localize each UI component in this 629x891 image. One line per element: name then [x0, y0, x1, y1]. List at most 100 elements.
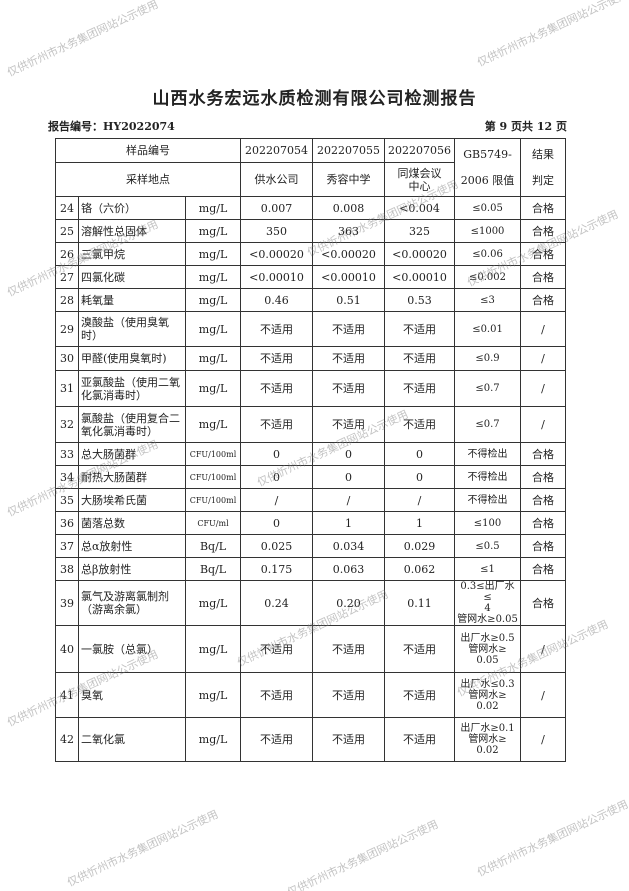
table-row: 29 溴酸盐（使用臭氧时） mg/L 不适用 不适用 不适用 ≤0.01/: [55, 311, 567, 347]
table-cell: 不适用: [240, 346, 314, 371]
watermark: 仅供忻州市水务集团网站公示使用: [475, 0, 629, 70]
table-cell: 总α放射性: [78, 534, 186, 558]
table-cell: 总β放射性: [78, 557, 186, 581]
table-cell: 0: [312, 442, 386, 466]
table-cell: 合格: [520, 219, 567, 243]
table-cell: 28: [55, 288, 79, 312]
table-cell: /: [520, 717, 567, 762]
table-row: 36 菌落总数 CFU/ml 0 1 1 ≤100 合格: [55, 511, 567, 535]
table-cell: 325: [384, 219, 456, 243]
table-row: 42 二氧化氯 mg/L 不适用 不适用 不适用 出厂水≥0.1 管网水≥ 0.02/: [55, 717, 567, 762]
result-table: 样品编号 202207054 202207055 202207056 GB574…: [54, 138, 567, 762]
table-cell: <0.00020: [312, 242, 386, 266]
table-cell: 31: [55, 370, 79, 407]
table-cell: 0.11: [384, 580, 456, 626]
table-cell: 不适用: [312, 370, 386, 407]
header-cell: 202207056: [384, 138, 456, 163]
table-cell: 0.53: [384, 288, 456, 312]
table-cell: 0: [240, 442, 314, 466]
table-cell: 不适用: [240, 370, 314, 407]
watermark: 仅供忻州市水务集团网站公示使用: [475, 797, 629, 880]
table-row: 30 甲醛(使用臭氧时) mg/L 不适用 不适用 不适用 ≤0.9/: [55, 346, 567, 371]
table-cell: 不适用: [312, 672, 386, 718]
table-cell: /: [240, 488, 314, 512]
table-cell: 合格: [520, 557, 567, 581]
table-cell: 30: [55, 346, 79, 371]
table-cell: Bq/L: [184, 557, 242, 581]
table-cell: 臭氧: [78, 672, 186, 718]
table-cell: 0.51: [312, 288, 386, 312]
table-cell: 27: [55, 265, 79, 289]
watermark: 仅供忻州市水务集团网站公示使用: [5, 0, 161, 80]
table-cell: 24: [55, 196, 79, 220]
table-cell: 不适用: [312, 346, 386, 371]
table-cell: 0.063: [312, 557, 386, 581]
table-cell: 不适用: [240, 406, 314, 443]
report-no: 报告编号：HY2022074: [48, 120, 175, 133]
table-cell: 0.034: [312, 534, 386, 558]
table-cell: mg/L: [184, 242, 242, 266]
table-cell: mg/L: [184, 580, 242, 626]
table-row: 37 总α放射性 Bq/L 0.025 0.034 0.029 ≤0.5 合格: [55, 534, 567, 558]
table-cell: ≤0.05: [454, 196, 522, 220]
table-cell: 四氯化碳: [78, 265, 186, 289]
table-cell: 耐热大肠菌群: [78, 465, 186, 489]
table-cell: 合格: [520, 488, 567, 512]
table-cell: 不适用: [312, 625, 386, 673]
table-cell: 0.24: [240, 580, 314, 626]
table-row: 25 溶解性总固体 mg/L 350 363 325 ≤1000 合格: [55, 219, 567, 243]
table-cell: 合格: [520, 196, 567, 220]
table-cell: /: [384, 488, 456, 512]
table-cell: 合格: [520, 242, 567, 266]
table-cell: <0.00010: [312, 265, 386, 289]
table-cell: mg/L: [184, 265, 242, 289]
table-row: 39 氯气及游离氯制剂（游离余氯） mg/L 0.24 0.20 0.11 0.3≤出厂水≤…: [55, 580, 567, 626]
table-cell: 25: [55, 219, 79, 243]
table-row: 34 耐热大肠菌群 CFU/100ml 0 0 0 不得检出 合格: [55, 465, 567, 489]
header-cell: 供水公司: [240, 162, 314, 197]
table-cell: 溶解性总固体: [78, 219, 186, 243]
table-cell: /: [520, 672, 567, 718]
table-cell: 不适用: [240, 311, 314, 347]
table-cell: 不适用: [312, 717, 386, 762]
table-cell: 不得检出: [454, 488, 522, 512]
table-cell: 350: [240, 219, 314, 243]
table-row: 28 耗氧量 mg/L 0.46 0.51 0.53 ≤3 合格: [55, 288, 567, 312]
table-cell: 不适用: [384, 625, 456, 673]
table-cell: ≤0.7: [454, 406, 522, 443]
table-cell: ≤0.7: [454, 370, 522, 407]
table-cell: 40: [55, 625, 79, 673]
table-cell: Bq/L: [184, 534, 242, 558]
table-cell: /: [520, 346, 567, 371]
page-no: 第 9 页共 12 页: [484, 120, 567, 133]
title: 山西水务宏远水质检测有限公司检测报告: [152, 89, 477, 109]
table-cell: 合格: [520, 465, 567, 489]
table-cell: <0.00010: [240, 265, 314, 289]
table-cell: mg/L: [184, 370, 242, 407]
table-cell: 合格: [520, 511, 567, 535]
table-row: 35 大肠埃希氏菌 CFU/100ml / / / 不得检出 合格: [55, 488, 567, 512]
table-cell: <0.00020: [240, 242, 314, 266]
table-cell: 1: [312, 511, 386, 535]
table-cell: ≤1000: [454, 219, 522, 243]
table-cell: 0: [384, 465, 456, 489]
table-row: 24 铬（六价） mg/L 0.007 0.008 <0.004 ≤0.05 合格: [55, 196, 567, 220]
watermark: 仅供忻州市水务集团网站公示使用: [65, 807, 221, 890]
table-cell: 合格: [520, 288, 567, 312]
table-cell: 0: [384, 442, 456, 466]
table-cell: mg/L: [184, 625, 242, 673]
table-cell: 亚氯酸盐（使用二氧化氯消毒时）: [78, 370, 186, 407]
table-row: 40 一氯胺（总氯） mg/L 不适用 不适用 不适用 出厂水≥0.5 管网水≥ 0.05/: [55, 625, 567, 673]
table-cell: 0.062: [384, 557, 456, 581]
table-cell: 0.008: [312, 196, 386, 220]
table-cell: 不适用: [384, 311, 456, 347]
table-cell: 溴酸盐（使用臭氧时）: [78, 311, 186, 347]
table-cell: 33: [55, 442, 79, 466]
table-cell: ≤3: [454, 288, 522, 312]
table-cell: 0.20: [312, 580, 386, 626]
table-cell: 铬（六价）: [78, 196, 186, 220]
table-cell: mg/L: [184, 311, 242, 347]
table-cell: ≤0.9: [454, 346, 522, 371]
table-cell: 合格: [520, 534, 567, 558]
